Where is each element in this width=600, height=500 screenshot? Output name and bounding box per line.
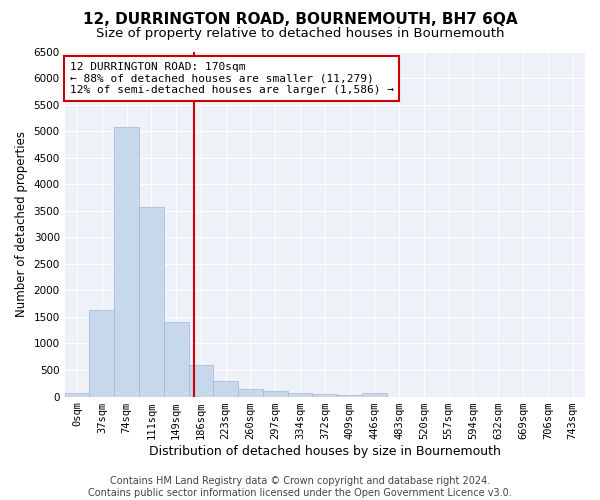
Bar: [65, 393, 89, 396]
Bar: [89, 310, 114, 396]
Bar: [114, 127, 139, 396]
Text: Size of property relative to detached houses in Bournemouth: Size of property relative to detached ho…: [96, 28, 504, 40]
Bar: [263, 390, 287, 396]
Bar: [188, 366, 214, 396]
Text: 12, DURRINGTON ROAD, BOURNEMOUTH, BH7 6QA: 12, DURRINGTON ROAD, BOURNEMOUTH, BH7 6Q…: [83, 12, 517, 28]
Bar: [164, 322, 188, 396]
Bar: [287, 392, 313, 396]
X-axis label: Distribution of detached houses by size in Bournemouth: Distribution of detached houses by size …: [149, 444, 501, 458]
Bar: [238, 388, 263, 396]
Bar: [362, 394, 387, 396]
Bar: [214, 380, 238, 396]
Y-axis label: Number of detached properties: Number of detached properties: [15, 131, 28, 317]
Bar: [313, 394, 337, 396]
Text: 12 DURRINGTON ROAD: 170sqm
← 88% of detached houses are smaller (11,279)
12% of : 12 DURRINGTON ROAD: 170sqm ← 88% of deta…: [70, 62, 394, 95]
Text: Contains HM Land Registry data © Crown copyright and database right 2024.
Contai: Contains HM Land Registry data © Crown c…: [88, 476, 512, 498]
Bar: [337, 395, 362, 396]
Bar: [139, 206, 164, 396]
